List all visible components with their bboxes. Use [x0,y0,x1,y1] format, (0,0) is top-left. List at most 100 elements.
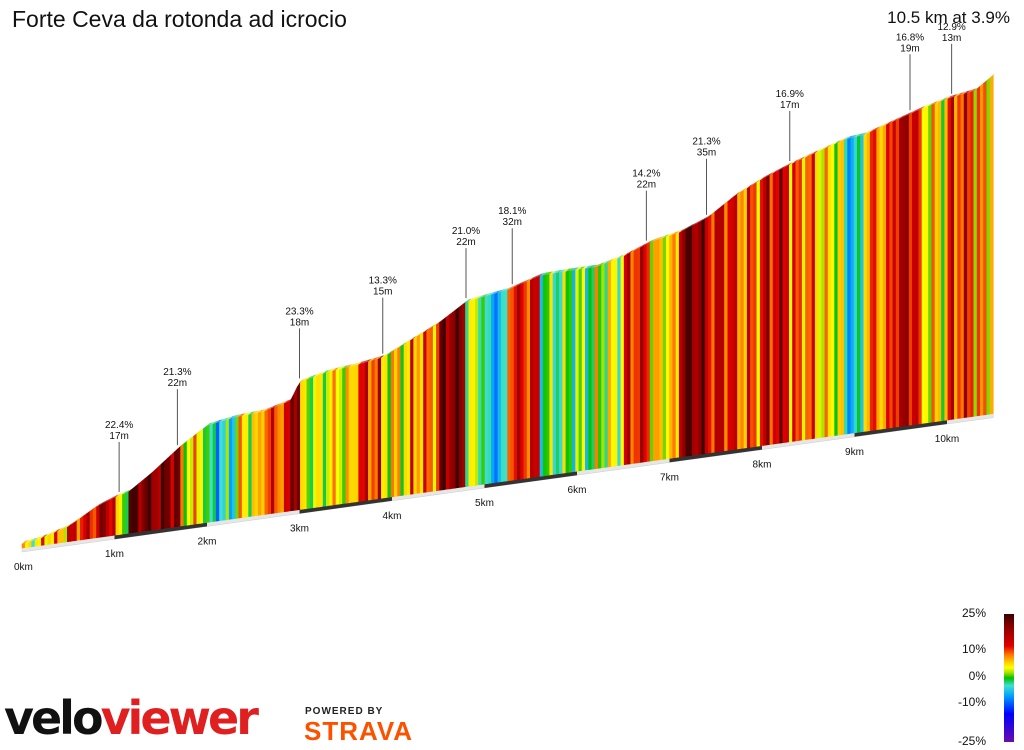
km-tick-label: 10km [935,434,959,445]
profile-lip [329,368,336,372]
profile-lip [361,359,369,364]
profile-slice [325,371,330,507]
km-band [299,496,392,514]
profile-slice [529,278,534,479]
profile-lip [857,133,864,137]
profile-slice [682,229,687,457]
profile-slice [384,354,389,499]
profile-lip [109,495,116,501]
profile-slice [889,121,894,429]
profile-lip [527,277,534,282]
profile-lip [41,534,48,539]
profile-slice [381,356,385,499]
profile-slice [581,268,586,471]
profile-slice [691,224,696,456]
profile-slice [601,263,606,469]
segment-summary: 10.5 km at 3.9% [887,8,1010,27]
profile-slice [238,415,243,519]
annotation-gradient: 21.0% [452,226,480,237]
annotation-length: 22m [637,180,656,191]
profile-lip [795,157,802,163]
profile-slice [704,216,709,454]
profile-slice [348,366,353,504]
strava-logo[interactable]: STRAVA [304,716,414,746]
profile-lip [99,500,106,506]
profile-slice [390,350,395,498]
profile-lip [650,238,657,243]
profile-lip [643,241,650,247]
profile-lip [248,411,255,415]
profile-slice [296,381,301,511]
profile-slice [827,145,832,437]
profile-slice [756,179,761,447]
profile-lip [601,260,608,266]
profile-slice [843,138,848,435]
profile-slice [520,282,525,480]
profile-slice [559,271,564,474]
profile-slice [568,270,573,473]
profile-slice [788,163,793,443]
profile-slice [775,169,780,444]
profile-slice [785,164,790,443]
profile-lip [54,528,61,533]
profile-slice [546,274,551,476]
profile-slice [856,135,861,433]
annotation-length: 15m [373,287,392,298]
profile-slice [669,234,674,459]
profile-slice [902,115,907,427]
profile-lip [831,141,838,146]
profile-lip [925,103,932,108]
profile-slice [54,531,58,544]
profile-lip [106,497,113,503]
profile-slice [203,425,207,524]
veloviewer-logo[interactable]: veloviewer [4,691,259,745]
profile-slice [277,404,282,513]
profile-lip [90,506,97,512]
profile-slice [332,369,337,506]
profile-slice [627,252,632,465]
profile-lip [588,265,595,269]
profile-lip [653,237,660,242]
profile-lip [423,327,430,333]
profile-slice [497,291,502,483]
profile-lip [530,275,537,281]
profile-area [21,72,997,549]
profile-lip [313,373,320,378]
profile-lip [504,287,511,292]
profile-lip [786,162,793,167]
profile-lip [384,351,391,357]
profile-slice [695,222,699,456]
profile-lip [543,272,550,276]
profile-slice [882,124,887,430]
annotation-length: 35m [697,148,716,159]
profile-lip [957,92,964,96]
profile-slice [539,275,544,477]
profile-slice [552,272,557,475]
profile-lip [808,151,815,157]
km-tick-label: 2km [198,536,217,547]
profile-lip [562,268,569,273]
profile-lip [261,408,268,413]
profile-lip [669,232,676,237]
profile-slice [28,540,33,548]
profile-slice [536,275,541,478]
profile-lip [688,223,696,228]
profile-slice [41,536,46,546]
profile-lip [935,99,942,104]
profile-lip [332,367,339,372]
profile-slice [329,370,334,506]
profile-lip [879,123,887,128]
profile-lip [271,404,278,409]
profile-slice [80,515,84,541]
profile-slice [798,158,803,441]
profile-lip [540,272,547,277]
profile-lip [902,113,909,118]
profile-lip [465,298,472,303]
profile-lip [844,136,851,141]
annotation-gradient: 12.9% [937,22,965,33]
profile-lip [472,296,479,301]
profile-lip [663,234,670,239]
profile-lip [553,270,560,274]
profile-lip [931,100,938,106]
profile-lip [35,536,42,541]
